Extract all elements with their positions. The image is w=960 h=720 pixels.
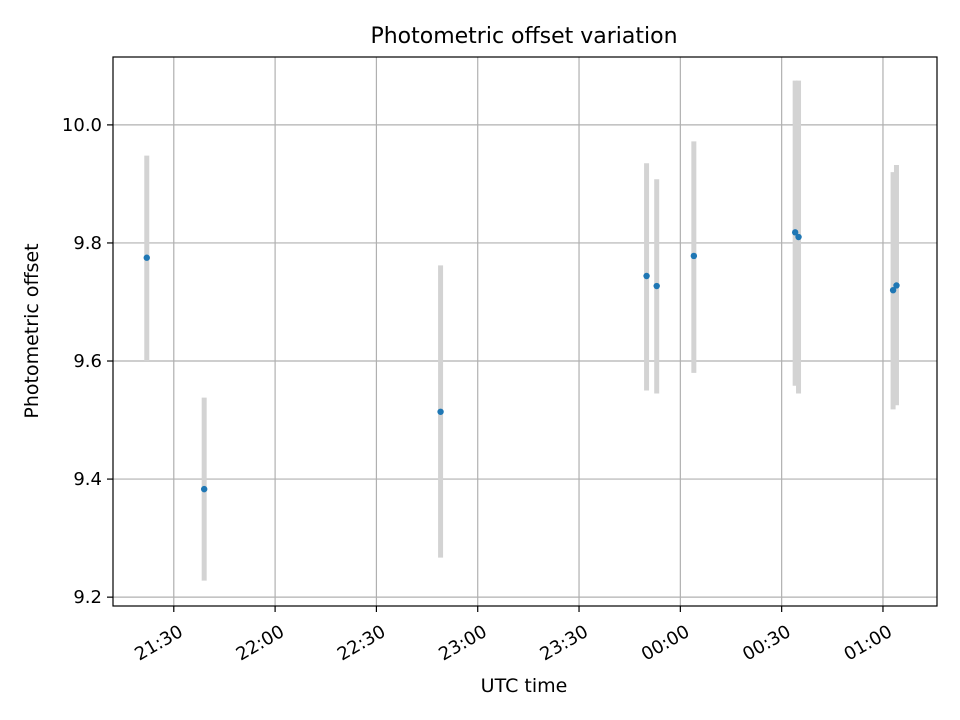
y-tick-label: 9.4: [73, 469, 102, 490]
y-axis-ticks: 9.2 9.4 9.6 9.8 10.0: [62, 115, 113, 608]
data-point: [795, 233, 802, 241]
y-tick-label: 9.2: [73, 587, 102, 608]
chart-title: Photometric offset variation: [370, 24, 677, 49]
data-point: [889, 286, 897, 294]
x-axis-label: UTC time: [481, 675, 568, 697]
y-tick-label: 10.0: [62, 115, 102, 136]
y-tick-label: 9.6: [73, 351, 102, 372]
data-point: [791, 229, 799, 236]
y-axis-label: Photometric offset: [21, 243, 43, 418]
data-point: [690, 252, 698, 260]
data-point: [200, 485, 208, 493]
y-tick-label: 9.8: [73, 233, 102, 254]
plot-frame: [112, 56, 938, 607]
data-point: [893, 282, 900, 289]
data-points: [143, 229, 900, 493]
data-point: [643, 272, 650, 280]
data-point: [653, 282, 660, 290]
data-point: [437, 408, 444, 415]
data-point: [143, 254, 150, 261]
